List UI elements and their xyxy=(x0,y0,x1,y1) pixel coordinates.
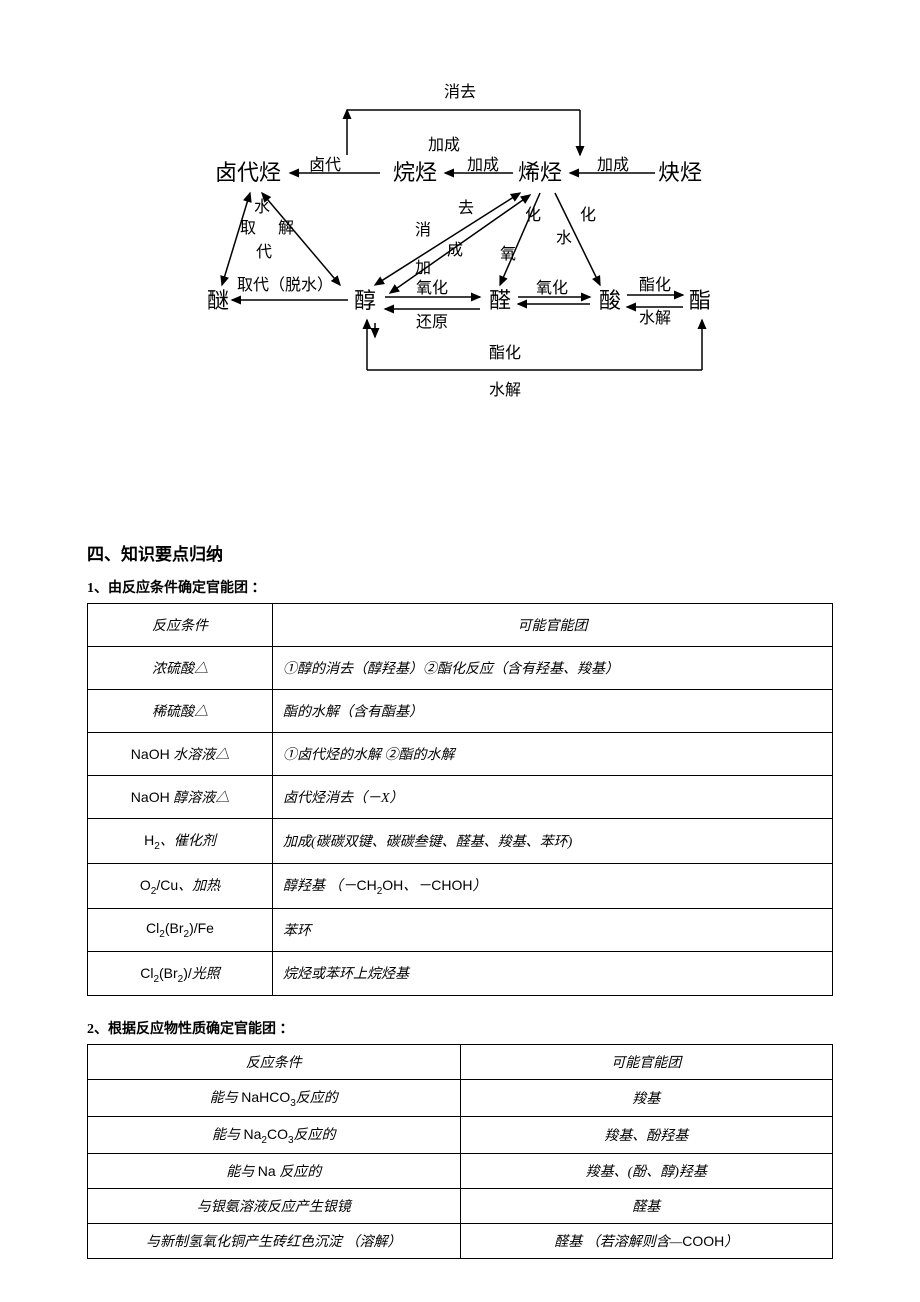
label-addition-1: 加成 xyxy=(428,136,460,154)
cell-condition: 能与 Na2CO3反应的 xyxy=(88,1117,461,1154)
table-row: NaOH 水溶液△ ①卤代烃的水解 ②酯的水解 xyxy=(88,733,833,776)
diagram-svg: 消去 卤代烃 烷烃 烯烃 炔烃 加成 卤代 加成 加成 水 取 解 代 去 消 … xyxy=(200,75,720,420)
col-condition-header: 反应条件 xyxy=(88,1045,461,1080)
label-oxidation-2: 氧化 xyxy=(536,279,568,297)
node-ester: 酯 xyxy=(689,288,711,313)
node-alcohol: 醇 xyxy=(354,288,376,313)
node-halohydrocarbon: 卤代烃 xyxy=(215,160,281,185)
label-esterify: 酯化 xyxy=(639,276,671,294)
cell-group: 羧基、酚羟基 xyxy=(460,1117,833,1154)
node-aldehyde: 醛 xyxy=(489,288,511,313)
node-alkane: 烷烃 xyxy=(393,160,437,185)
cell-group: 加成(碳碳双键、碳碳叁键、醛基、羧基、苯环) xyxy=(273,819,833,864)
table2-heading: 2、根据反应物性质确定官能团 ： xyxy=(87,1018,833,1038)
table-row: Cl2(Br2)/光照 烷烃或苯环上烷烃基 xyxy=(88,951,833,996)
table-conditions: 反应条件 可能官能团 浓硫酸△ ①醇的消去（醇羟基）②酯化反应（含有羟基、羧基）… xyxy=(87,603,833,996)
table-row: 能与 NaHCO3反应的 羧基 xyxy=(88,1080,833,1117)
cell-condition: 与新制氢氧化铜产生砖红色沉淀 （溶解） xyxy=(88,1223,461,1258)
cell-condition: NaOH 水溶液△ xyxy=(88,733,273,776)
cell-condition: 稀硫酸△ xyxy=(88,690,273,733)
section-heading: 四、知识要点归纳 xyxy=(87,540,833,565)
table-header-row: 反应条件 可能官能团 xyxy=(88,1045,833,1080)
label-oxidation-1: 氧化 xyxy=(416,279,448,297)
label-qu: 去 xyxy=(458,199,474,217)
table1-heading: 1、由反应条件确定官能团 ： xyxy=(87,577,833,597)
node-alkene: 烯烃 xyxy=(518,160,562,185)
label-hydrolysis-2: 水解 xyxy=(489,381,521,399)
reaction-diagram: 消去 卤代烃 烷烃 烯烃 炔烃 加成 卤代 加成 加成 水 取 解 代 去 消 … xyxy=(200,75,720,420)
cell-group: 醛基 xyxy=(460,1188,833,1223)
cell-condition: 浓硫酸△ xyxy=(88,647,273,690)
cell-group: ①卤代烃的水解 ②酯的水解 xyxy=(273,733,833,776)
label-elimination-top: 消去 xyxy=(444,83,476,101)
cell-group: 羧基、(酚、醇)羟基 xyxy=(460,1153,833,1188)
cell-condition: H2、催化剂 xyxy=(88,819,273,864)
cell-group: 烷烃或苯环上烷烃基 xyxy=(273,951,833,996)
col-group-header: 可能官能团 xyxy=(460,1045,833,1080)
table-row: H2、催化剂 加成(碳碳双键、碳碳叁键、醛基、羧基、苯环) xyxy=(88,819,833,864)
table-row: NaOH 醇溶液△ 卤代烃消去（－X） xyxy=(88,776,833,819)
col-condition-header: 反应条件 xyxy=(88,604,273,647)
cell-group: 苯环 xyxy=(273,908,833,951)
label-reduction: 还原 xyxy=(416,313,448,331)
cell-condition: 与银氨溶液反应产生银镜 xyxy=(88,1188,461,1223)
node-acid: 酸 xyxy=(599,288,621,313)
label-addition-2: 加成 xyxy=(467,156,499,174)
table-row: 稀硫酸△ 酯的水解（含有酯基） xyxy=(88,690,833,733)
table-row: Cl2(Br2)/Fe 苯环 xyxy=(88,908,833,951)
table-properties: 反应条件 可能官能团 能与 NaHCO3反应的 羧基 能与 Na2CO3反应的 … xyxy=(87,1044,833,1259)
cell-group: 羧基 xyxy=(460,1080,833,1117)
table-row: 与新制氢氧化铜产生砖红色沉淀 （溶解） 醛基 （若溶解则含—COOH） xyxy=(88,1223,833,1258)
cell-condition: 能与 Na 反应的 xyxy=(88,1153,461,1188)
node-ether: 醚 xyxy=(207,288,229,313)
label-take: 取 xyxy=(240,220,256,237)
table-row: 浓硫酸△ ①醇的消去（醇羟基）②酯化反应（含有羟基、羧基） xyxy=(88,647,833,690)
cell-condition: O2/Cu、加热 xyxy=(88,863,273,908)
table-header-row: 反应条件 可能官能团 xyxy=(88,604,833,647)
cell-condition: 能与 NaHCO3反应的 xyxy=(88,1080,461,1117)
cell-condition: NaOH 醇溶液△ xyxy=(88,776,273,819)
col-group-header: 可能官能团 xyxy=(273,604,833,647)
table-row: O2/Cu、加热 醇羟基 （－CH2OH、－CHOH） xyxy=(88,863,833,908)
table-row: 能与 Na 反应的 羧基、(酚、醇)羟基 xyxy=(88,1153,833,1188)
cell-group: 醇羟基 （－CH2OH、－CHOH） xyxy=(273,863,833,908)
label-esterify-2: 酯化 xyxy=(489,344,521,362)
cell-condition: Cl2(Br2)/Fe xyxy=(88,908,273,951)
cell-group: 酯的水解（含有酯基） xyxy=(273,690,833,733)
label-xiao: 消 xyxy=(415,221,431,239)
label-halogenation: 卤代 xyxy=(309,156,341,174)
cell-group: 卤代烃消去（－X） xyxy=(273,776,833,819)
label-sub-dehydrate: 取代（脱水） xyxy=(237,276,333,294)
label-sub: 代 xyxy=(256,243,272,261)
table-row: 与银氨溶液反应产生银镜 醛基 xyxy=(88,1188,833,1223)
label-hua2: 化 xyxy=(580,206,596,224)
table-row: 能与 Na2CO3反应的 羧基、酚羟基 xyxy=(88,1117,833,1154)
label-addition-3: 加成 xyxy=(597,156,629,174)
cell-group: ①醇的消去（醇羟基）②酯化反应（含有羟基、羧基） xyxy=(273,647,833,690)
label-shui2: 水 xyxy=(556,229,572,247)
node-alkyne: 炔烃 xyxy=(658,160,702,185)
label-hydrolysis: 水解 xyxy=(639,309,671,327)
cell-group: 醛基 （若溶解则含—COOH） xyxy=(460,1223,833,1258)
cell-condition: Cl2(Br2)/光照 xyxy=(88,951,273,996)
